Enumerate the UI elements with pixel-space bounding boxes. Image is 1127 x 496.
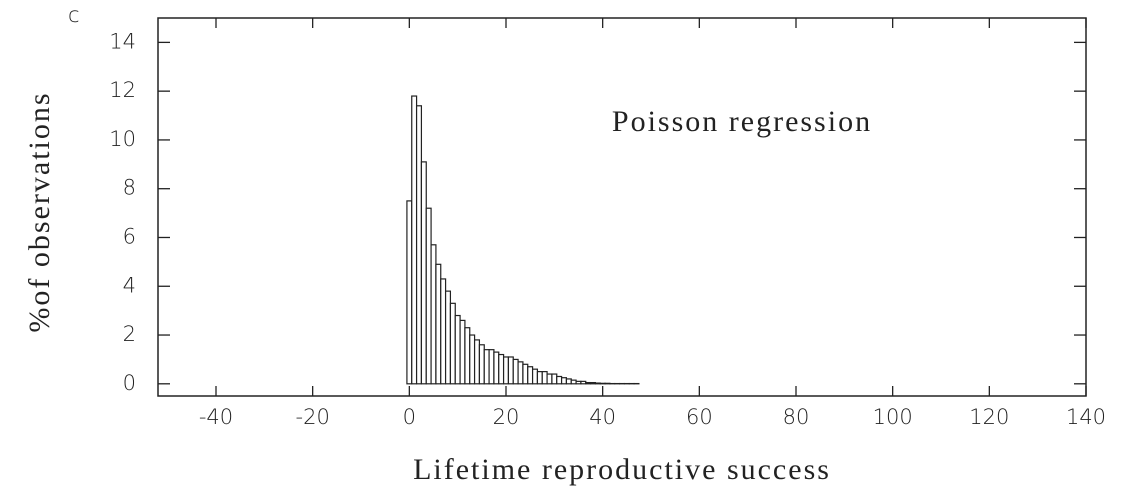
bar [449,302,456,385]
bar [536,371,543,385]
bar [483,349,490,385]
bar [541,371,548,385]
bar [420,161,427,385]
x-tick-label: 20 [493,405,520,429]
bar [406,200,413,385]
bar [570,379,577,385]
y-tick-label: 4 [123,273,136,297]
y-tick-label: 12 [109,78,136,102]
bar [556,375,563,385]
x-tick-label: 80 [783,405,810,429]
bar [459,319,466,385]
annotation: Poisson regression [612,105,872,138]
bar [512,358,519,385]
x-tick-label: 100 [873,405,913,429]
bar [444,290,452,385]
y-tick-label: 2 [123,322,136,346]
bar [575,380,582,385]
bar [560,377,568,385]
x-tick-label: 0 [403,405,416,429]
y-axis-label: %of observations [23,91,56,332]
bar [531,368,539,385]
bar [546,373,553,385]
bar [594,382,601,385]
bar [440,278,447,385]
x-tick-label: -40 [199,405,233,429]
bar [469,334,476,385]
bar [464,327,471,385]
bar [522,363,529,385]
x-tick-label: -20 [296,405,330,429]
bar [565,378,572,385]
x-tick-label: 120 [969,405,1009,429]
bar [411,95,418,385]
bar [454,314,461,385]
x-tick-label: 40 [589,405,616,429]
bar [498,353,505,385]
y-tick-label: 8 [123,176,136,200]
bar [580,380,587,385]
plot-frame [157,17,1087,397]
y-tick-label: 10 [109,127,136,151]
bar [435,263,442,385]
panel-label: c [68,3,80,27]
bar [478,344,485,385]
x-axis-label: Lifetime reproductive success [413,453,831,486]
bar [502,356,510,385]
bar [551,373,558,385]
bar [415,105,423,385]
bar [507,356,514,385]
bar [517,361,524,385]
x-tick-label: 60 [686,405,713,429]
bar [589,381,597,385]
bar [488,349,495,385]
y-tick-label: 14 [109,29,136,53]
bar [585,381,592,385]
y-tick-label: 6 [123,224,136,248]
x-tick-label: 140 [1066,405,1106,429]
y-tick-label: 0 [123,371,136,395]
bar [473,339,481,385]
bar [425,207,432,385]
bar [493,351,500,385]
bar [430,244,437,385]
bar [527,366,534,385]
